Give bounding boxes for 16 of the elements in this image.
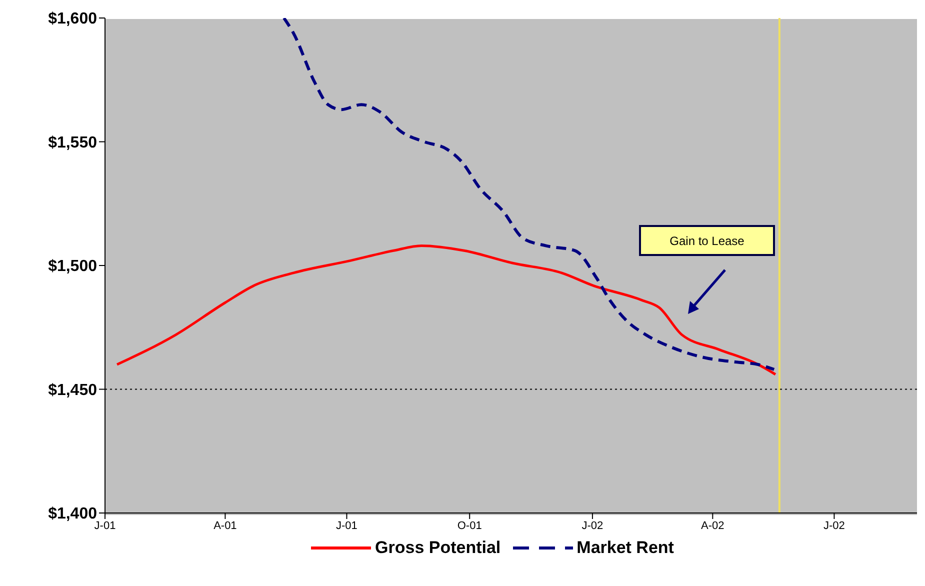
annotation: Gain to Lease (670, 234, 744, 248)
x-tick-label: O-01 (457, 520, 482, 532)
legend-label: Gross Potential (375, 538, 501, 558)
x-tick-label: A-01 (214, 520, 237, 532)
y-tick-label: $1,600 (48, 10, 98, 28)
x-tick-label: J-02 (823, 520, 845, 532)
x-tick-label: J-01 (336, 520, 358, 532)
legend-label: Market Rent (576, 538, 674, 558)
x-tick-label: J-02 (582, 520, 604, 532)
y-tick-label: $1,500 (48, 258, 98, 276)
y-tick-label: $1,450 (48, 382, 98, 399)
line-series (116, 244, 777, 376)
line-series (282, 18, 776, 371)
callout-box: Gain to Lease (639, 225, 775, 256)
x-tick-label: A-02 (701, 520, 724, 532)
y-tick-label: $1,550 (48, 134, 98, 152)
